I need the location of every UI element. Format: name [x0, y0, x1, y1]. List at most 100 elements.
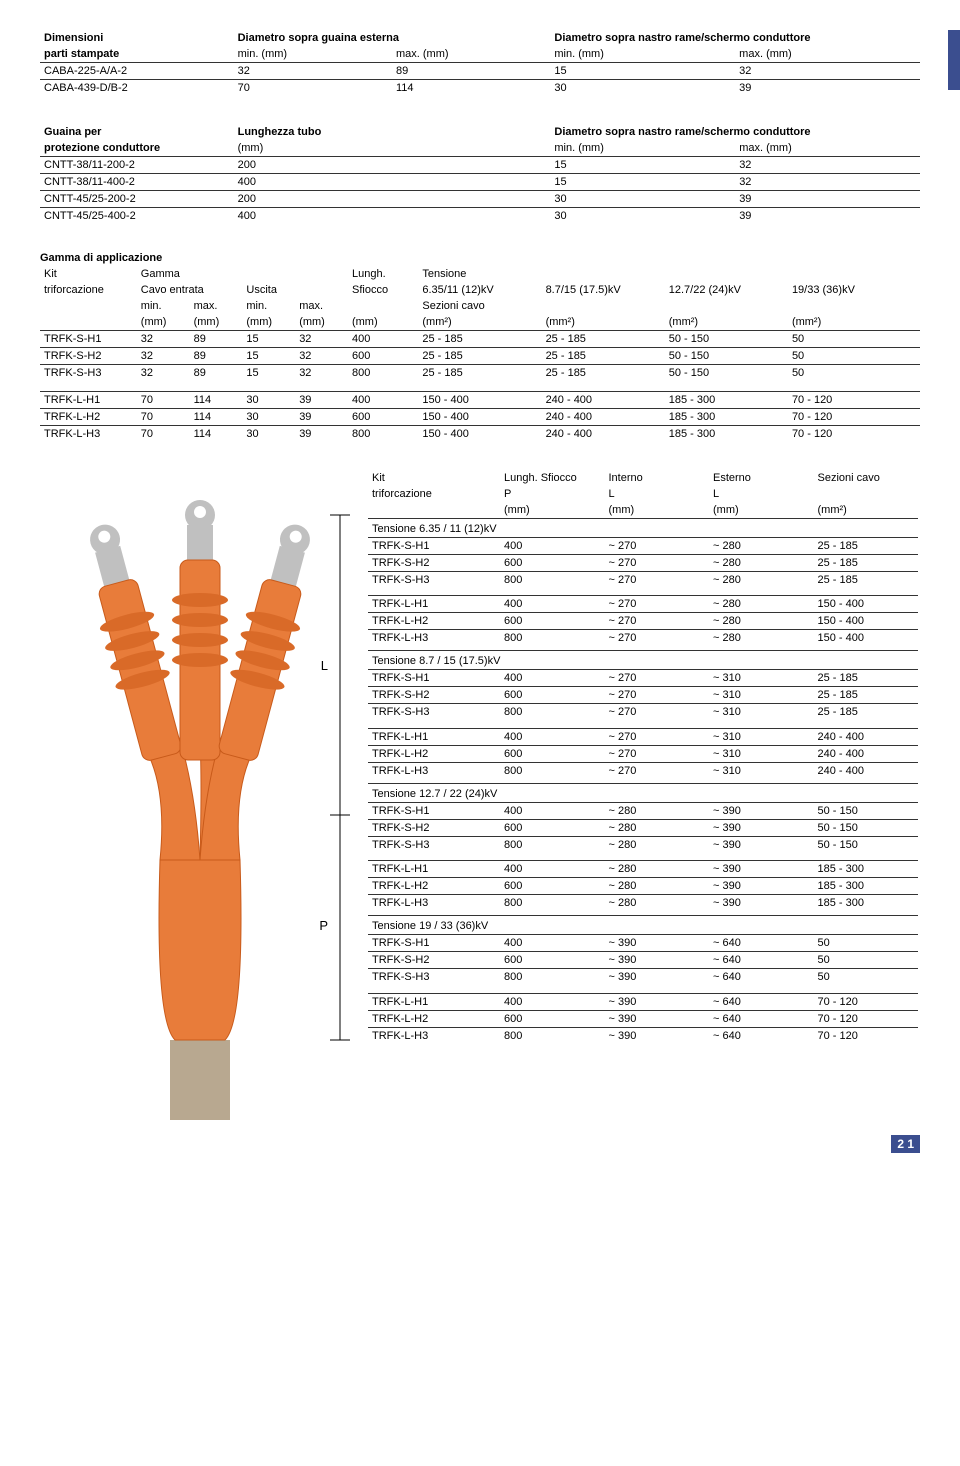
th: (mm²): [542, 314, 665, 331]
table-cell: TRFK-L-H3: [368, 762, 500, 779]
table-cell: 50 - 150: [814, 802, 919, 819]
th: (mm²): [788, 314, 920, 331]
table-cell: 25 - 185: [418, 348, 541, 365]
table-cell: 25 - 185: [814, 704, 919, 721]
table-cell: 114: [392, 80, 550, 97]
table-cell: 30: [550, 208, 735, 225]
table-cell: 32: [137, 331, 190, 348]
table-cell: 25 - 185: [814, 571, 919, 588]
th: triforcazione: [368, 486, 500, 502]
table-cell: 30: [242, 425, 295, 442]
table-cell: ~ 310: [709, 670, 814, 687]
th: (mm): [137, 314, 190, 331]
table-cell: 25 - 185: [542, 331, 665, 348]
th: Esterno: [709, 470, 814, 486]
table-cell: 800: [500, 630, 605, 647]
th: L: [709, 486, 814, 502]
table-cell: 240 - 400: [542, 425, 665, 442]
table-cell: 400: [234, 208, 551, 225]
table-cell: 800: [500, 895, 605, 912]
table-cell: 39: [735, 80, 920, 97]
th: 19/33 (36)kV: [788, 282, 920, 298]
th: (mm): [709, 502, 814, 519]
table-cell: 32: [735, 174, 920, 191]
table-cell: 150 - 400: [418, 408, 541, 425]
table-cell: TRFK-S-H1: [368, 670, 500, 687]
table-cell: 800: [500, 836, 605, 853]
table-cell: ~ 280: [605, 878, 710, 895]
table-cell: 800: [500, 762, 605, 779]
table-cell: 185 - 300: [814, 895, 919, 912]
table-cell: ~ 640: [709, 935, 814, 952]
table-cell: 25 - 185: [418, 365, 541, 382]
th: Gamma: [137, 266, 243, 282]
section-header: Tensione 6.35 / 11 (12)kV: [368, 518, 918, 537]
table-cell: 185 - 300: [665, 391, 788, 408]
table-cell: 114: [190, 391, 243, 408]
th: Diametro sopra guaina esterna: [234, 30, 551, 46]
table-cell: ~ 280: [605, 861, 710, 878]
th: (mm): [234, 140, 551, 157]
table-cell: ~ 280: [709, 554, 814, 571]
table-cell: CABA-439-D/B-2: [40, 80, 234, 97]
table-cell: 185 - 300: [665, 408, 788, 425]
table-cell: CNTT-38/11-400-2: [40, 174, 234, 191]
table-cell: 32: [137, 348, 190, 365]
table-cell: TRFK-S-H1: [368, 935, 500, 952]
section-header: Tensione 8.7 / 15 (17.5)kV: [368, 651, 918, 670]
table-cell: ~ 270: [605, 613, 710, 630]
section-header: Tensione 19 / 33 (36)kV: [368, 916, 918, 935]
table-cell: ~ 390: [709, 861, 814, 878]
table-cell: ~ 280: [709, 630, 814, 647]
table-cell: TRFK-S-H3: [368, 704, 500, 721]
table-cell: 89: [190, 348, 243, 365]
table-cell: TRFK-L-H3: [368, 630, 500, 647]
table-cell: TRFK-S-H2: [368, 554, 500, 571]
table-cell: ~ 280: [605, 819, 710, 836]
table-cell: TRFK-L-H1: [368, 861, 500, 878]
table-cell: 70 - 120: [814, 1010, 919, 1027]
th: Kit: [40, 266, 137, 282]
table-cell: 200: [234, 191, 551, 208]
table-cell: CNTT-45/25-400-2: [40, 208, 234, 225]
table-dimensioni: Dimensioni Diametro sopra guaina esterna…: [40, 30, 920, 96]
table-cell: ~ 270: [605, 630, 710, 647]
table-cell: ~ 270: [605, 554, 710, 571]
table-cell: 400: [500, 596, 605, 613]
sidebar-tab: [948, 30, 960, 90]
table-cell: 15: [242, 331, 295, 348]
table-cell: 15: [550, 63, 735, 80]
th: (mm²): [418, 314, 541, 331]
table-cell: TRFK-L-H1: [368, 993, 500, 1010]
th: Kit: [368, 470, 500, 486]
th: Cavo entrata: [137, 282, 243, 298]
table-cell: ~ 390: [709, 895, 814, 912]
table-cell: 25 - 185: [814, 537, 919, 554]
table-cell: 70 - 120: [814, 993, 919, 1010]
th: min. (mm): [550, 140, 735, 157]
table-cell: ~ 390: [605, 969, 710, 986]
table-cell: TRFK-S-H2: [368, 819, 500, 836]
table-cell: 25 - 185: [814, 687, 919, 704]
table-cell: ~ 310: [709, 687, 814, 704]
th: Diametro sopra nastro rame/schermo condu…: [550, 124, 920, 140]
table-cell: 800: [500, 571, 605, 588]
table-cell: 600: [348, 408, 418, 425]
table-cell: TRFK-L-H2: [368, 613, 500, 630]
th: (mm): [605, 502, 710, 519]
th: Lunghezza tubo: [234, 124, 551, 140]
table-cell: 400: [500, 537, 605, 554]
table-cell: 30: [550, 80, 735, 97]
table-cell: 240 - 400: [814, 728, 919, 745]
table-cell: ~ 390: [709, 802, 814, 819]
table-cell: 50 - 150: [814, 819, 919, 836]
th: Sezioni cavo: [418, 298, 541, 314]
table-cell: TRFK-L-H1: [368, 596, 500, 613]
th: triforcazione: [40, 282, 137, 298]
table-cell: ~ 310: [709, 762, 814, 779]
page-number: 2 1: [891, 1135, 920, 1153]
table-cell: 39: [295, 391, 348, 408]
table-cell: 50 - 150: [665, 348, 788, 365]
table-cell: 50: [814, 952, 919, 969]
table-cell: 50 - 150: [665, 365, 788, 382]
